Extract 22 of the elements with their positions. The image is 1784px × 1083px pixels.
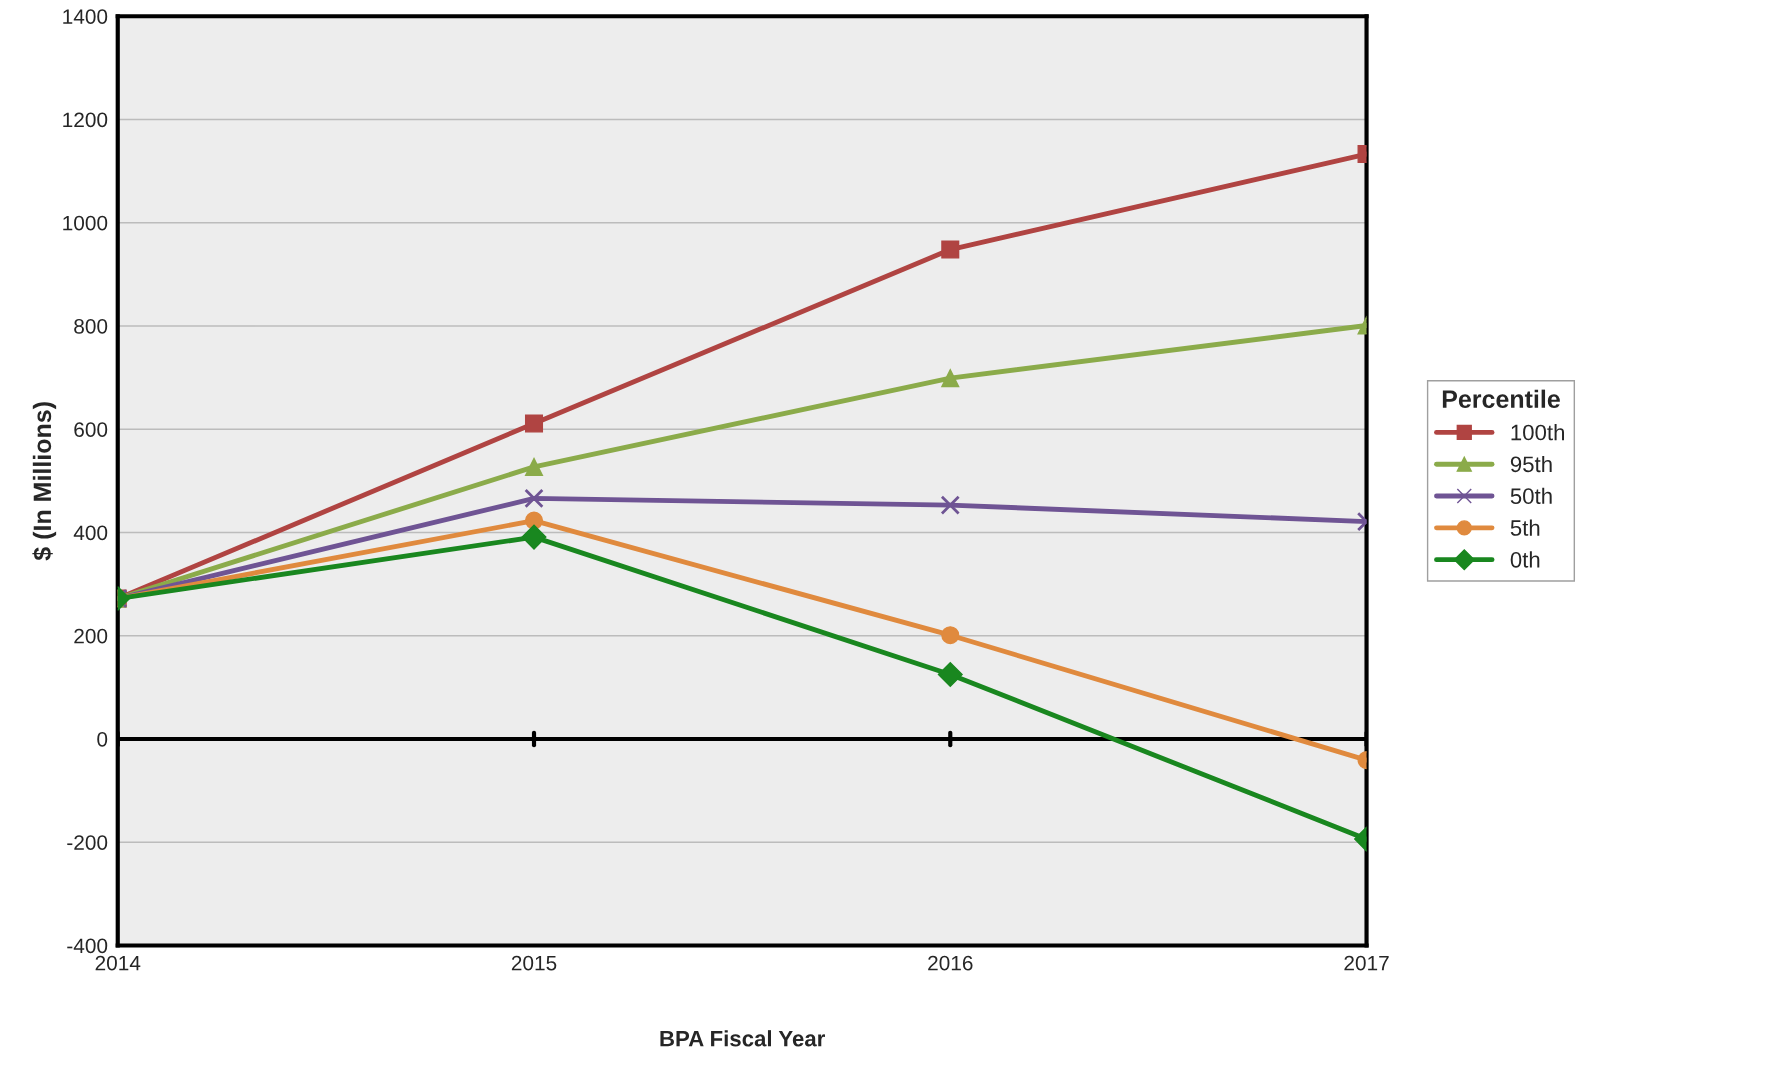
y-tick-label: 1200 [63,112,108,128]
legend-label: 0th [1510,551,1540,568]
x-tick-label: 2016 [928,955,973,971]
x-tick-label: 2014 [95,955,141,971]
y-tick-label: -400 [67,938,108,954]
y-tick-label: 1000 [63,215,108,231]
y-tick-label: 1400 [63,9,108,24]
y-tick-label: 600 [74,422,108,437]
y-tick-label: 0 [97,731,108,747]
y-tick-label: -200 [67,835,108,850]
x-axis-title: BPA Fiscal Year [660,1030,825,1047]
legend-title: Percentile [1442,389,1560,408]
y-axis-title: $ (In Millions) [32,402,57,561]
legend-label: 100th [1511,424,1564,441]
x-tick-label: 2017 [1344,955,1389,971]
y-tick-label: 200 [74,628,108,644]
y-tick-label: 400 [73,525,108,541]
legend-label: 5th [1510,519,1540,536]
legend-label: 50th [1510,487,1552,505]
x-tick-label: 2015 [511,955,557,971]
legend-label: 95th [1510,455,1552,473]
y-tick-label: 800 [74,318,108,334]
